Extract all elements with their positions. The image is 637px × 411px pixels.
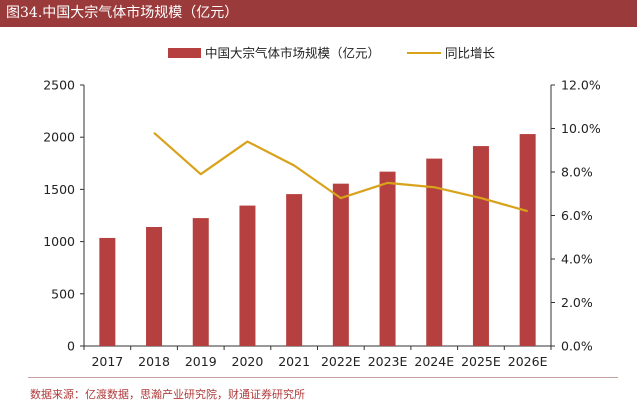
bar [192, 218, 209, 346]
x-tick-label: 2022E [321, 354, 361, 369]
legend-bar-swatch [168, 48, 201, 58]
bar [146, 226, 163, 346]
x-tick-label: 2018 [138, 354, 170, 369]
left-tick-label: 1000 [43, 234, 75, 249]
x-tick-label: 2023E [368, 354, 408, 369]
bar [472, 146, 489, 346]
right-tick-label: 12.0% [561, 78, 601, 93]
chart-area: 中国大宗气体市场规模（亿元） 同比增长 0 500 1000 1500 2000 2500… [43, 46, 601, 370]
right-tick-label: 10.0% [561, 121, 601, 136]
left-tick-label: 1500 [43, 182, 75, 197]
bar [239, 205, 256, 346]
x-tick-label: 2025E [461, 354, 501, 369]
bar [332, 183, 349, 346]
x-tick-label: 2021 [278, 354, 310, 369]
title-bar: 图34.中国大宗气体市场规模（亿元） [0, 0, 637, 27]
bar [379, 171, 396, 346]
bar [286, 194, 303, 346]
x-tick-label: 2026E [508, 354, 548, 369]
chart-title: 图34.中国大宗气体市场规模（亿元） [6, 5, 239, 21]
right-tick-label: 0.0% [561, 339, 593, 354]
left-tick-label: 2500 [43, 78, 75, 93]
bar [519, 134, 536, 346]
right-tick-label: 8.0% [561, 165, 593, 180]
source-note: 数据来源：亿渡数据，思瀚产业研究院，财通证券研究所 [30, 388, 305, 401]
legend-line-label: 同比增长 [445, 46, 496, 61]
growth-line [153, 132, 528, 213]
left-tick-label: 500 [51, 286, 75, 301]
right-tick-label: 6.0% [561, 208, 593, 223]
bar [99, 237, 116, 346]
x-tick-label: 2020 [232, 354, 264, 369]
legend: 中国大宗气体市场规模（亿元） 同比增长 [168, 46, 496, 61]
bar [426, 158, 443, 346]
x-tick-label: 2024E [414, 354, 454, 369]
bars [99, 134, 536, 346]
legend-bar-label: 中国大宗气体市场规模（亿元） [205, 46, 380, 61]
x-tick-label: 2019 [185, 354, 217, 369]
x-tick-label: 2017 [91, 354, 123, 369]
left-tick-label: 2000 [43, 130, 75, 145]
source-divider [28, 377, 618, 378]
right-tick-label: 2.0% [561, 295, 593, 310]
left-tick-label: 0 [67, 339, 75, 354]
right-tick-label: 4.0% [561, 252, 593, 267]
axes: 0 500 1000 1500 2000 2500 0.0% 2.0% 4.0% 6.0% 8.0%… [43, 78, 601, 370]
